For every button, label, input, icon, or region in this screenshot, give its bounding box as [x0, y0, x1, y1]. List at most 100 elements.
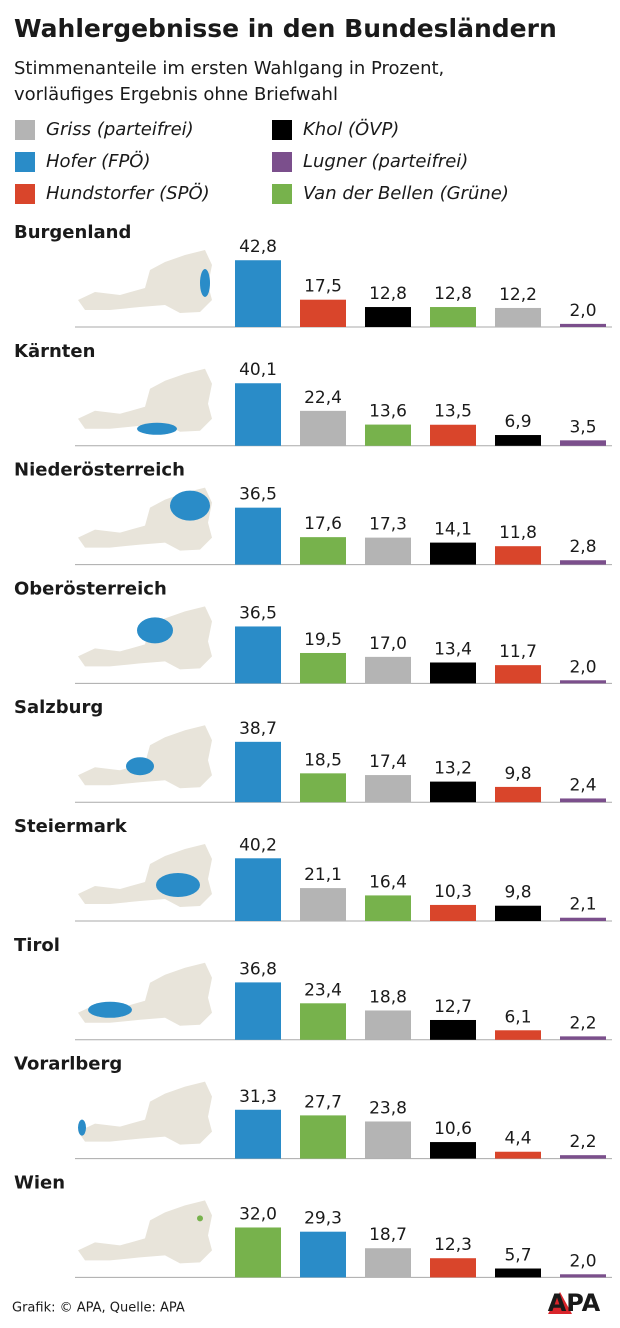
bar	[235, 741, 281, 803]
value-label: 13,4	[434, 639, 472, 659]
bar	[430, 1019, 476, 1040]
bar	[560, 917, 606, 921]
map	[78, 606, 212, 670]
value-label: 31,3	[239, 1087, 277, 1107]
bar	[560, 440, 606, 446]
bar	[235, 626, 281, 684]
bar	[495, 435, 541, 446]
legend-swatch	[15, 120, 35, 140]
bar	[430, 1142, 476, 1159]
map	[78, 368, 212, 432]
value-label: 17,6	[304, 514, 342, 534]
bar	[300, 410, 346, 446]
bar	[300, 299, 346, 327]
legend-swatch	[15, 184, 35, 204]
value-label: 21,1	[304, 865, 342, 885]
value-label: 23,8	[369, 1098, 407, 1118]
value-label: 2,0	[569, 1251, 596, 1271]
value-label: 38,7	[239, 719, 277, 739]
bar	[430, 542, 476, 565]
bar	[365, 895, 411, 921]
value-label: 17,0	[369, 634, 407, 654]
legend-swatch	[272, 152, 292, 172]
bar	[495, 1151, 541, 1159]
value-label: 42,8	[239, 237, 277, 257]
value-label: 36,5	[239, 603, 277, 623]
bar	[495, 905, 541, 921]
map-highlight	[78, 1119, 86, 1136]
legend-label: Van der Bellen (Grüne)	[303, 183, 509, 204]
bar	[495, 546, 541, 565]
value-label: 2,1	[569, 895, 596, 915]
value-label: 11,8	[499, 523, 537, 543]
bar	[430, 424, 476, 446]
bar	[235, 982, 281, 1040]
value-label: 9,8	[504, 883, 531, 903]
value-label: 12,7	[434, 997, 472, 1017]
bar	[365, 656, 411, 684]
value-label: 29,3	[304, 1209, 342, 1229]
bar	[235, 260, 281, 327]
bar	[560, 1155, 606, 1159]
value-label: 10,3	[434, 882, 472, 902]
value-label: 32,0	[239, 1204, 277, 1224]
bar	[300, 1115, 346, 1159]
bar	[430, 662, 476, 684]
map	[78, 1081, 212, 1145]
bar	[300, 652, 346, 684]
bar	[365, 1248, 411, 1278]
panel-title: Niederösterreich	[14, 460, 185, 481]
panel-title: Oberösterreich	[14, 578, 167, 599]
value-label: 3,5	[569, 417, 596, 437]
value-label: 17,3	[369, 515, 407, 535]
bar	[365, 307, 411, 327]
bar	[365, 1010, 411, 1040]
panel-title: Tirol	[14, 935, 60, 956]
bar	[560, 798, 606, 803]
map	[78, 844, 212, 907]
panel-title: Salzburg	[14, 697, 103, 718]
value-label: 13,2	[434, 759, 472, 779]
bar	[365, 537, 411, 565]
title: Wahlergebnisse in den Bundesländern	[14, 14, 557, 43]
legend-swatch	[272, 184, 292, 204]
value-label: 36,8	[239, 959, 277, 979]
map-highlight	[170, 490, 210, 521]
bar	[560, 1274, 606, 1278]
source: Grafik: © APA, Quelle: APA	[12, 1301, 185, 1316]
bar	[495, 1268, 541, 1278]
bar	[495, 307, 541, 327]
value-label: 13,5	[434, 402, 472, 422]
value-label: 12,8	[434, 284, 472, 304]
value-label: 16,4	[369, 872, 407, 892]
subtitle: vorläufiges Ergebnis ohne Briefwahl	[14, 84, 338, 105]
value-label: 36,5	[239, 485, 277, 505]
value-label: 2,0	[569, 301, 596, 321]
bar	[300, 888, 346, 921]
value-label: 4,4	[504, 1129, 531, 1149]
value-label: 12,8	[369, 284, 407, 304]
value-label: 9,8	[504, 764, 531, 784]
legend-label: Khol (ÖVP)	[303, 118, 399, 140]
bar	[300, 1003, 346, 1040]
value-label: 18,5	[304, 750, 342, 770]
value-label: 40,1	[239, 360, 277, 380]
value-label: 10,6	[434, 1119, 472, 1139]
panel-title: Kärnten	[14, 341, 95, 362]
map-highlight	[200, 269, 210, 297]
bar	[235, 1227, 281, 1278]
subtitle: Stimmenanteile im ersten Wahlgang in Pro…	[14, 58, 444, 79]
panel-title: Burgenland	[14, 222, 131, 243]
bar	[300, 1231, 346, 1278]
bar	[560, 323, 606, 327]
value-label: 6,9	[504, 412, 531, 432]
bar	[235, 383, 281, 446]
legend-swatch	[272, 120, 292, 140]
map-highlight	[137, 617, 173, 644]
value-label: 17,4	[369, 752, 407, 772]
bar	[430, 307, 476, 327]
value-label: 2,4	[569, 775, 596, 795]
map-highlight	[137, 422, 177, 435]
bar	[495, 786, 541, 803]
bar	[495, 1030, 541, 1040]
